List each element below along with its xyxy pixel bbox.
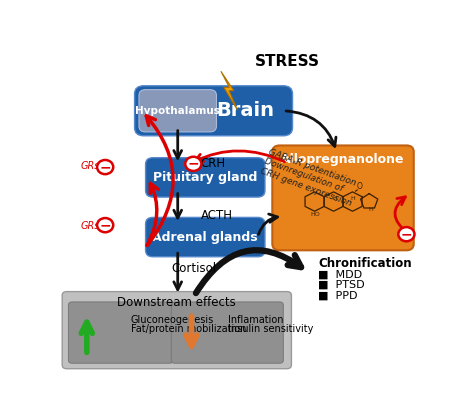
Circle shape xyxy=(398,227,414,241)
Text: HO: HO xyxy=(310,212,320,217)
Circle shape xyxy=(97,218,113,232)
FancyBboxPatch shape xyxy=(146,217,265,257)
FancyBboxPatch shape xyxy=(272,145,414,250)
FancyBboxPatch shape xyxy=(139,90,217,132)
Text: Cortisol: Cortisol xyxy=(171,261,217,274)
Text: Adrenal glands: Adrenal glands xyxy=(153,230,258,243)
Text: Allopregnanolone: Allopregnanolone xyxy=(281,153,405,166)
FancyBboxPatch shape xyxy=(135,86,292,136)
Text: −: − xyxy=(100,218,111,232)
Text: Downstream effects: Downstream effects xyxy=(118,296,236,309)
Text: GRs: GRs xyxy=(81,221,100,231)
Text: Chronification: Chronification xyxy=(318,257,412,270)
Text: Insulin sensitivity: Insulin sensitivity xyxy=(228,324,314,334)
Text: Pituitary gland: Pituitary gland xyxy=(153,171,257,184)
FancyBboxPatch shape xyxy=(171,302,283,363)
Text: H: H xyxy=(351,197,356,202)
Text: −: − xyxy=(100,160,111,174)
Circle shape xyxy=(97,160,113,174)
Text: ACTH: ACTH xyxy=(201,209,233,222)
FancyBboxPatch shape xyxy=(146,158,265,197)
Text: Brain: Brain xyxy=(217,101,274,120)
Text: H: H xyxy=(368,207,373,212)
Text: STRESS: STRESS xyxy=(255,54,319,69)
FancyBboxPatch shape xyxy=(62,292,292,369)
FancyBboxPatch shape xyxy=(68,302,173,363)
Text: ■  PTSD: ■ PTSD xyxy=(318,280,365,290)
Text: −: − xyxy=(188,157,199,171)
Text: H: H xyxy=(332,197,337,202)
Text: CRH: CRH xyxy=(201,158,226,171)
Polygon shape xyxy=(221,71,237,110)
Text: GABAₐR potentiation
Downregulation of
CRH gene expression: GABAₐR potentiation Downregulation of CR… xyxy=(259,147,360,208)
Text: Hypothalamus: Hypothalamus xyxy=(135,106,220,116)
Text: GRs: GRs xyxy=(81,161,100,171)
Text: Gluconeogenesis: Gluconeogenesis xyxy=(131,315,214,325)
Text: ■  MDD: ■ MDD xyxy=(318,269,362,279)
Circle shape xyxy=(185,157,201,171)
Text: −: − xyxy=(401,227,412,241)
Text: O: O xyxy=(356,181,362,191)
Text: Fat/protein mobilization: Fat/protein mobilization xyxy=(131,324,246,334)
Text: ■  PPD: ■ PPD xyxy=(318,290,358,300)
Text: Inflamation: Inflamation xyxy=(228,315,284,325)
